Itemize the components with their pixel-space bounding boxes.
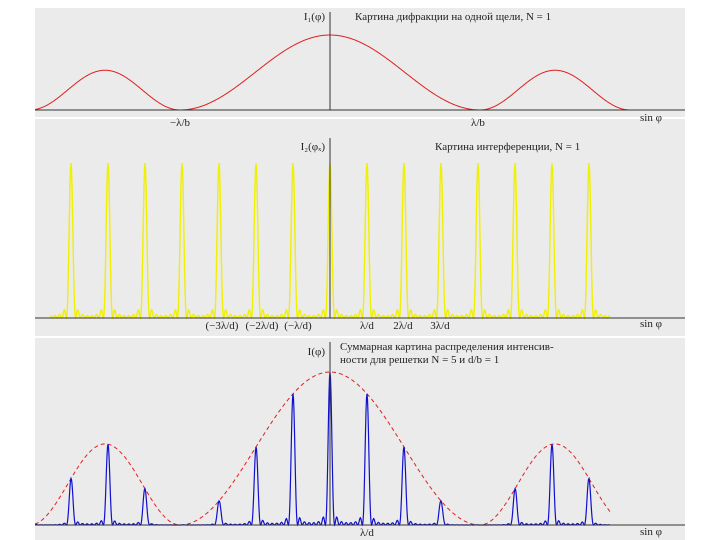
axis-label: sin φ (640, 526, 662, 538)
panel-title: Картина интерференции, N = 1 (435, 141, 580, 153)
panel-title: Картина дифракции на одной щели, N = 1 (355, 11, 551, 23)
x-label: 2λ/d (393, 320, 413, 332)
x-label: 3λ/d (430, 320, 450, 332)
panel-title: ности для решетки N = 5 и d/b = 1 (340, 354, 499, 366)
axis-label: sin φ (640, 318, 662, 330)
x-label: λ/d (360, 320, 374, 332)
panel-title: Суммарная картина распределения интенсив… (340, 341, 554, 353)
x-label: λ/d (360, 527, 374, 539)
x-label: (−2λ/d) (246, 320, 279, 332)
axis-label: sin φ (640, 112, 662, 124)
x-label: (−3λ/d) (206, 320, 239, 332)
x-label: (−λ/d) (284, 320, 312, 332)
diffraction-curve (34, 34, 685, 111)
y-label: I₂(φₓ) (301, 141, 326, 153)
background (35, 8, 685, 540)
x-label: −λ/b (170, 117, 191, 129)
x-label: λ/b (471, 117, 485, 129)
y-label: I₁(φ) (304, 11, 326, 23)
y-label: I(φ) (308, 346, 326, 358)
